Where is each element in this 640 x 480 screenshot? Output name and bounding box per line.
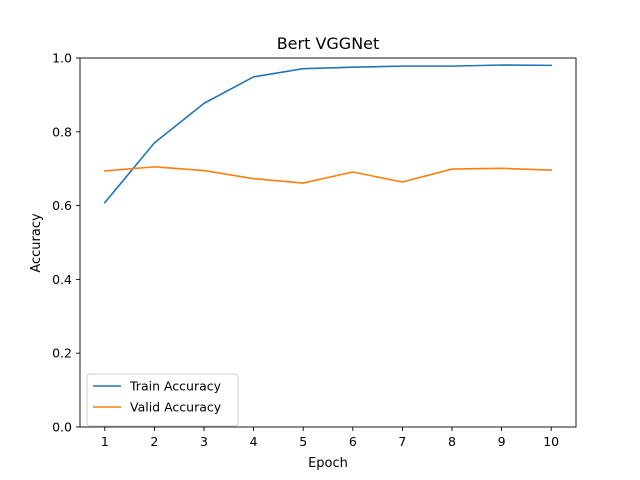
series-line-2 <box>103 166 553 184</box>
x-tick-label: 2 <box>150 434 158 449</box>
y-tick-label: 0.0 <box>52 420 72 435</box>
chart-title: Bert VGGNet <box>277 34 380 53</box>
x-tick-label: 6 <box>349 434 357 449</box>
y-tick-label: 0.6 <box>52 198 72 213</box>
y-tick-label: 0.4 <box>52 272 72 287</box>
legend-label-2: Valid Accuracy <box>130 400 222 415</box>
x-tick-label: 8 <box>448 434 456 449</box>
x-tick-label: 10 <box>543 434 559 449</box>
legend-box <box>86 373 239 427</box>
y-axis-label: Accuracy <box>29 213 44 273</box>
x-tick-label: 4 <box>250 434 258 449</box>
x-tick-label: 1 <box>101 434 109 449</box>
series-layer <box>103 64 553 204</box>
y-tick-label: 0.2 <box>52 346 72 361</box>
y-tick-label: 1.0 <box>52 51 72 66</box>
legend-label-1: Train Accuracy <box>129 379 222 394</box>
x-tick-label: 3 <box>200 434 208 449</box>
x-tick-label: 9 <box>498 434 506 449</box>
series-line-1 <box>103 64 553 204</box>
legend: Train Accuracy Valid Accuracy <box>86 373 239 427</box>
plot-frame <box>79 57 577 428</box>
y-tick-label: 0.8 <box>52 124 72 139</box>
x-axis-label: Epoch <box>308 456 348 471</box>
x-tick-label: 7 <box>398 434 406 449</box>
axes-layer: 1 2 3 4 5 6 7 8 9 10 0.0 0.2 0.4 0.6 0.8 1.0 <box>52 51 577 449</box>
x-tick-label: 5 <box>299 434 307 449</box>
